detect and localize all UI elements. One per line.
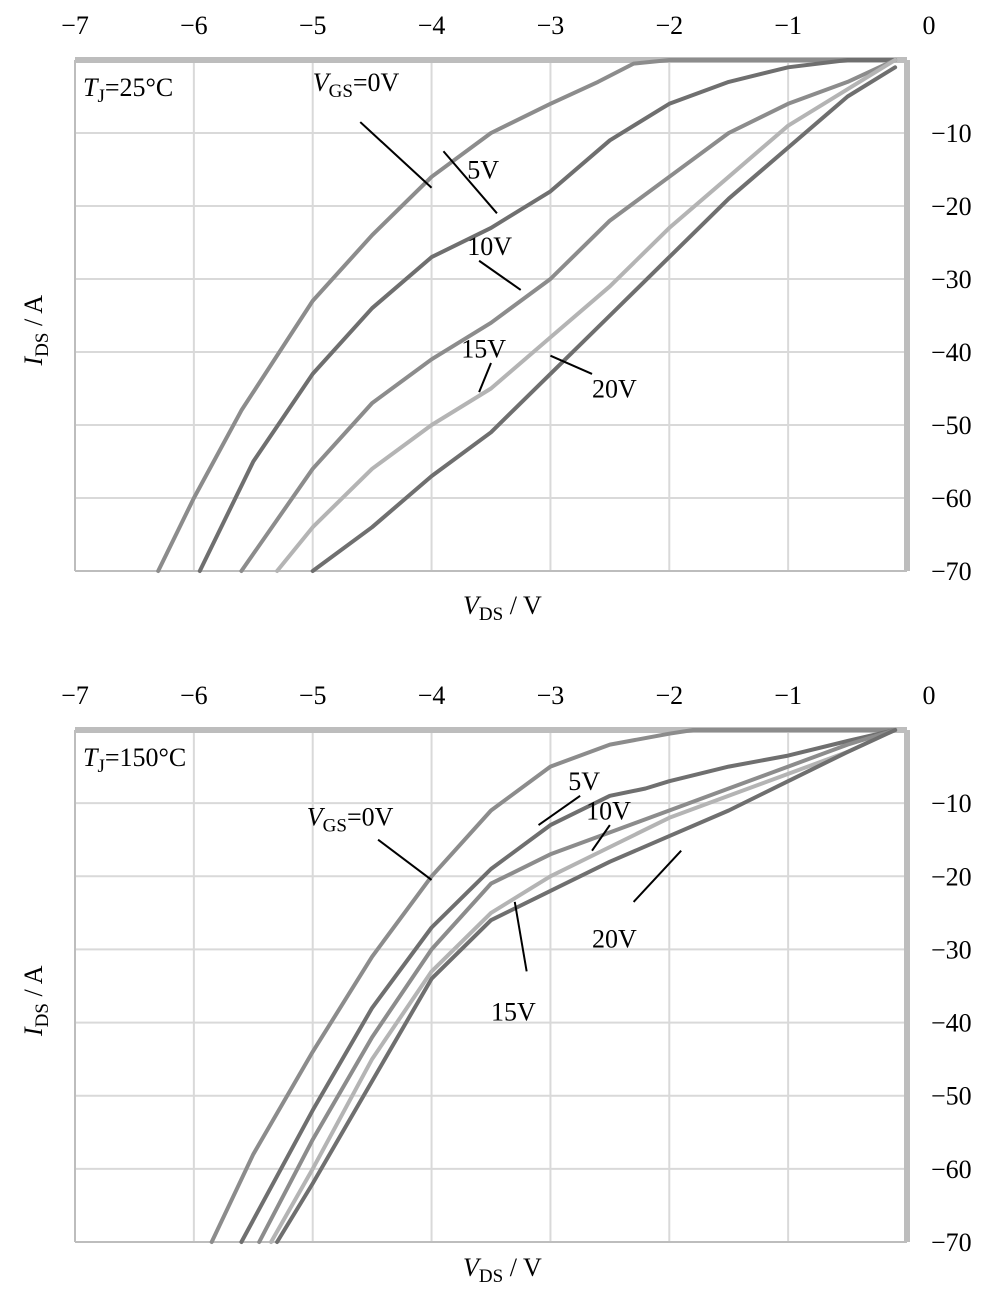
series-line-5v <box>239 728 898 1244</box>
y-tick-label: −50 <box>931 1082 972 1111</box>
y-tick-label: −30 <box>931 935 972 964</box>
y-tick-label: −60 <box>931 484 972 513</box>
x-axis-label: VDS / V <box>463 1253 542 1287</box>
series-label-vgs: VGS=0V <box>307 802 394 836</box>
y-axis-label: IDS / A <box>19 295 53 367</box>
x-tick-label: −1 <box>774 11 802 40</box>
y-tick-label: −10 <box>931 789 972 818</box>
series-line-15v <box>269 728 898 1244</box>
x-tick-label: −1 <box>774 681 802 710</box>
series-label: 20V <box>592 924 637 953</box>
y-tick-label: −40 <box>931 1009 972 1038</box>
series-label: 15V <box>461 334 506 363</box>
leader-line <box>478 362 492 393</box>
leader-line <box>359 121 433 189</box>
y-tick-label: −10 <box>931 119 972 148</box>
temperature-annotation: TJ=25°C <box>83 73 173 107</box>
series-label: 20V <box>592 375 637 404</box>
series-line-5v <box>197 58 898 573</box>
leader-line <box>537 795 581 826</box>
series-line-20v <box>310 65 898 573</box>
x-axis-label: VDS / V <box>463 591 542 625</box>
series-label: 10V <box>467 232 512 261</box>
series-label: 5V <box>467 156 499 185</box>
leader-line <box>377 838 433 881</box>
series-line-vgs=0v <box>209 728 898 1244</box>
y-tick-label: −70 <box>931 1228 972 1257</box>
x-tick-label: −7 <box>61 11 89 40</box>
leader-line <box>513 901 528 972</box>
temperature-annotation: TJ=150°C <box>83 743 186 777</box>
series-label-vgs: VGS=0V <box>313 68 400 102</box>
chart-panel-bottom: −7 −6 −5 −4 −3 −2 −1 0−10−20−30−40−50−60−70VGS=… <box>19 681 972 1287</box>
series-line-10v <box>239 58 898 573</box>
x-tick-label: −3 <box>537 681 565 710</box>
leader-line <box>442 150 498 214</box>
leader-line <box>591 824 611 852</box>
x-tick-label: −2 <box>655 11 683 40</box>
chart-panel-top: −7 −6 −5 −4 −3 −2 −1 0−10−20−30−40−50−60−70VGS=… <box>19 11 972 625</box>
x-tick-label: 0 <box>923 681 936 710</box>
y-tick-label: −70 <box>931 557 972 586</box>
y-tick-label: −40 <box>931 338 972 367</box>
series-line-20v <box>275 728 898 1244</box>
x-tick-label: −3 <box>537 11 565 40</box>
leader-line <box>550 354 593 375</box>
x-tick-label: −6 <box>180 11 208 40</box>
y-tick-label: −60 <box>931 1155 972 1184</box>
x-tick-label: −4 <box>418 11 446 40</box>
y-tick-label: −50 <box>931 411 972 440</box>
series-label: 10V <box>586 796 631 825</box>
y-tick-label: −20 <box>931 192 972 221</box>
series-label: 5V <box>568 767 600 796</box>
x-tick-label: −7 <box>61 681 89 710</box>
x-tick-label: −6 <box>180 681 208 710</box>
x-tick-label: −2 <box>655 681 683 710</box>
x-tick-label: −5 <box>299 11 327 40</box>
y-tick-label: −20 <box>931 862 972 891</box>
x-tick-label: 0 <box>923 11 936 40</box>
y-axis-label: IDS / A <box>19 965 53 1037</box>
series-line-10v <box>257 728 898 1244</box>
x-tick-label: −5 <box>299 681 327 710</box>
x-tick-label: −4 <box>418 681 446 710</box>
series-line-15v <box>275 58 898 573</box>
y-tick-label: −30 <box>931 265 972 294</box>
leader-line <box>478 259 522 291</box>
series-line-vgs=0v <box>156 58 898 573</box>
leader-line <box>632 850 682 903</box>
series-label: 15V <box>491 998 536 1027</box>
